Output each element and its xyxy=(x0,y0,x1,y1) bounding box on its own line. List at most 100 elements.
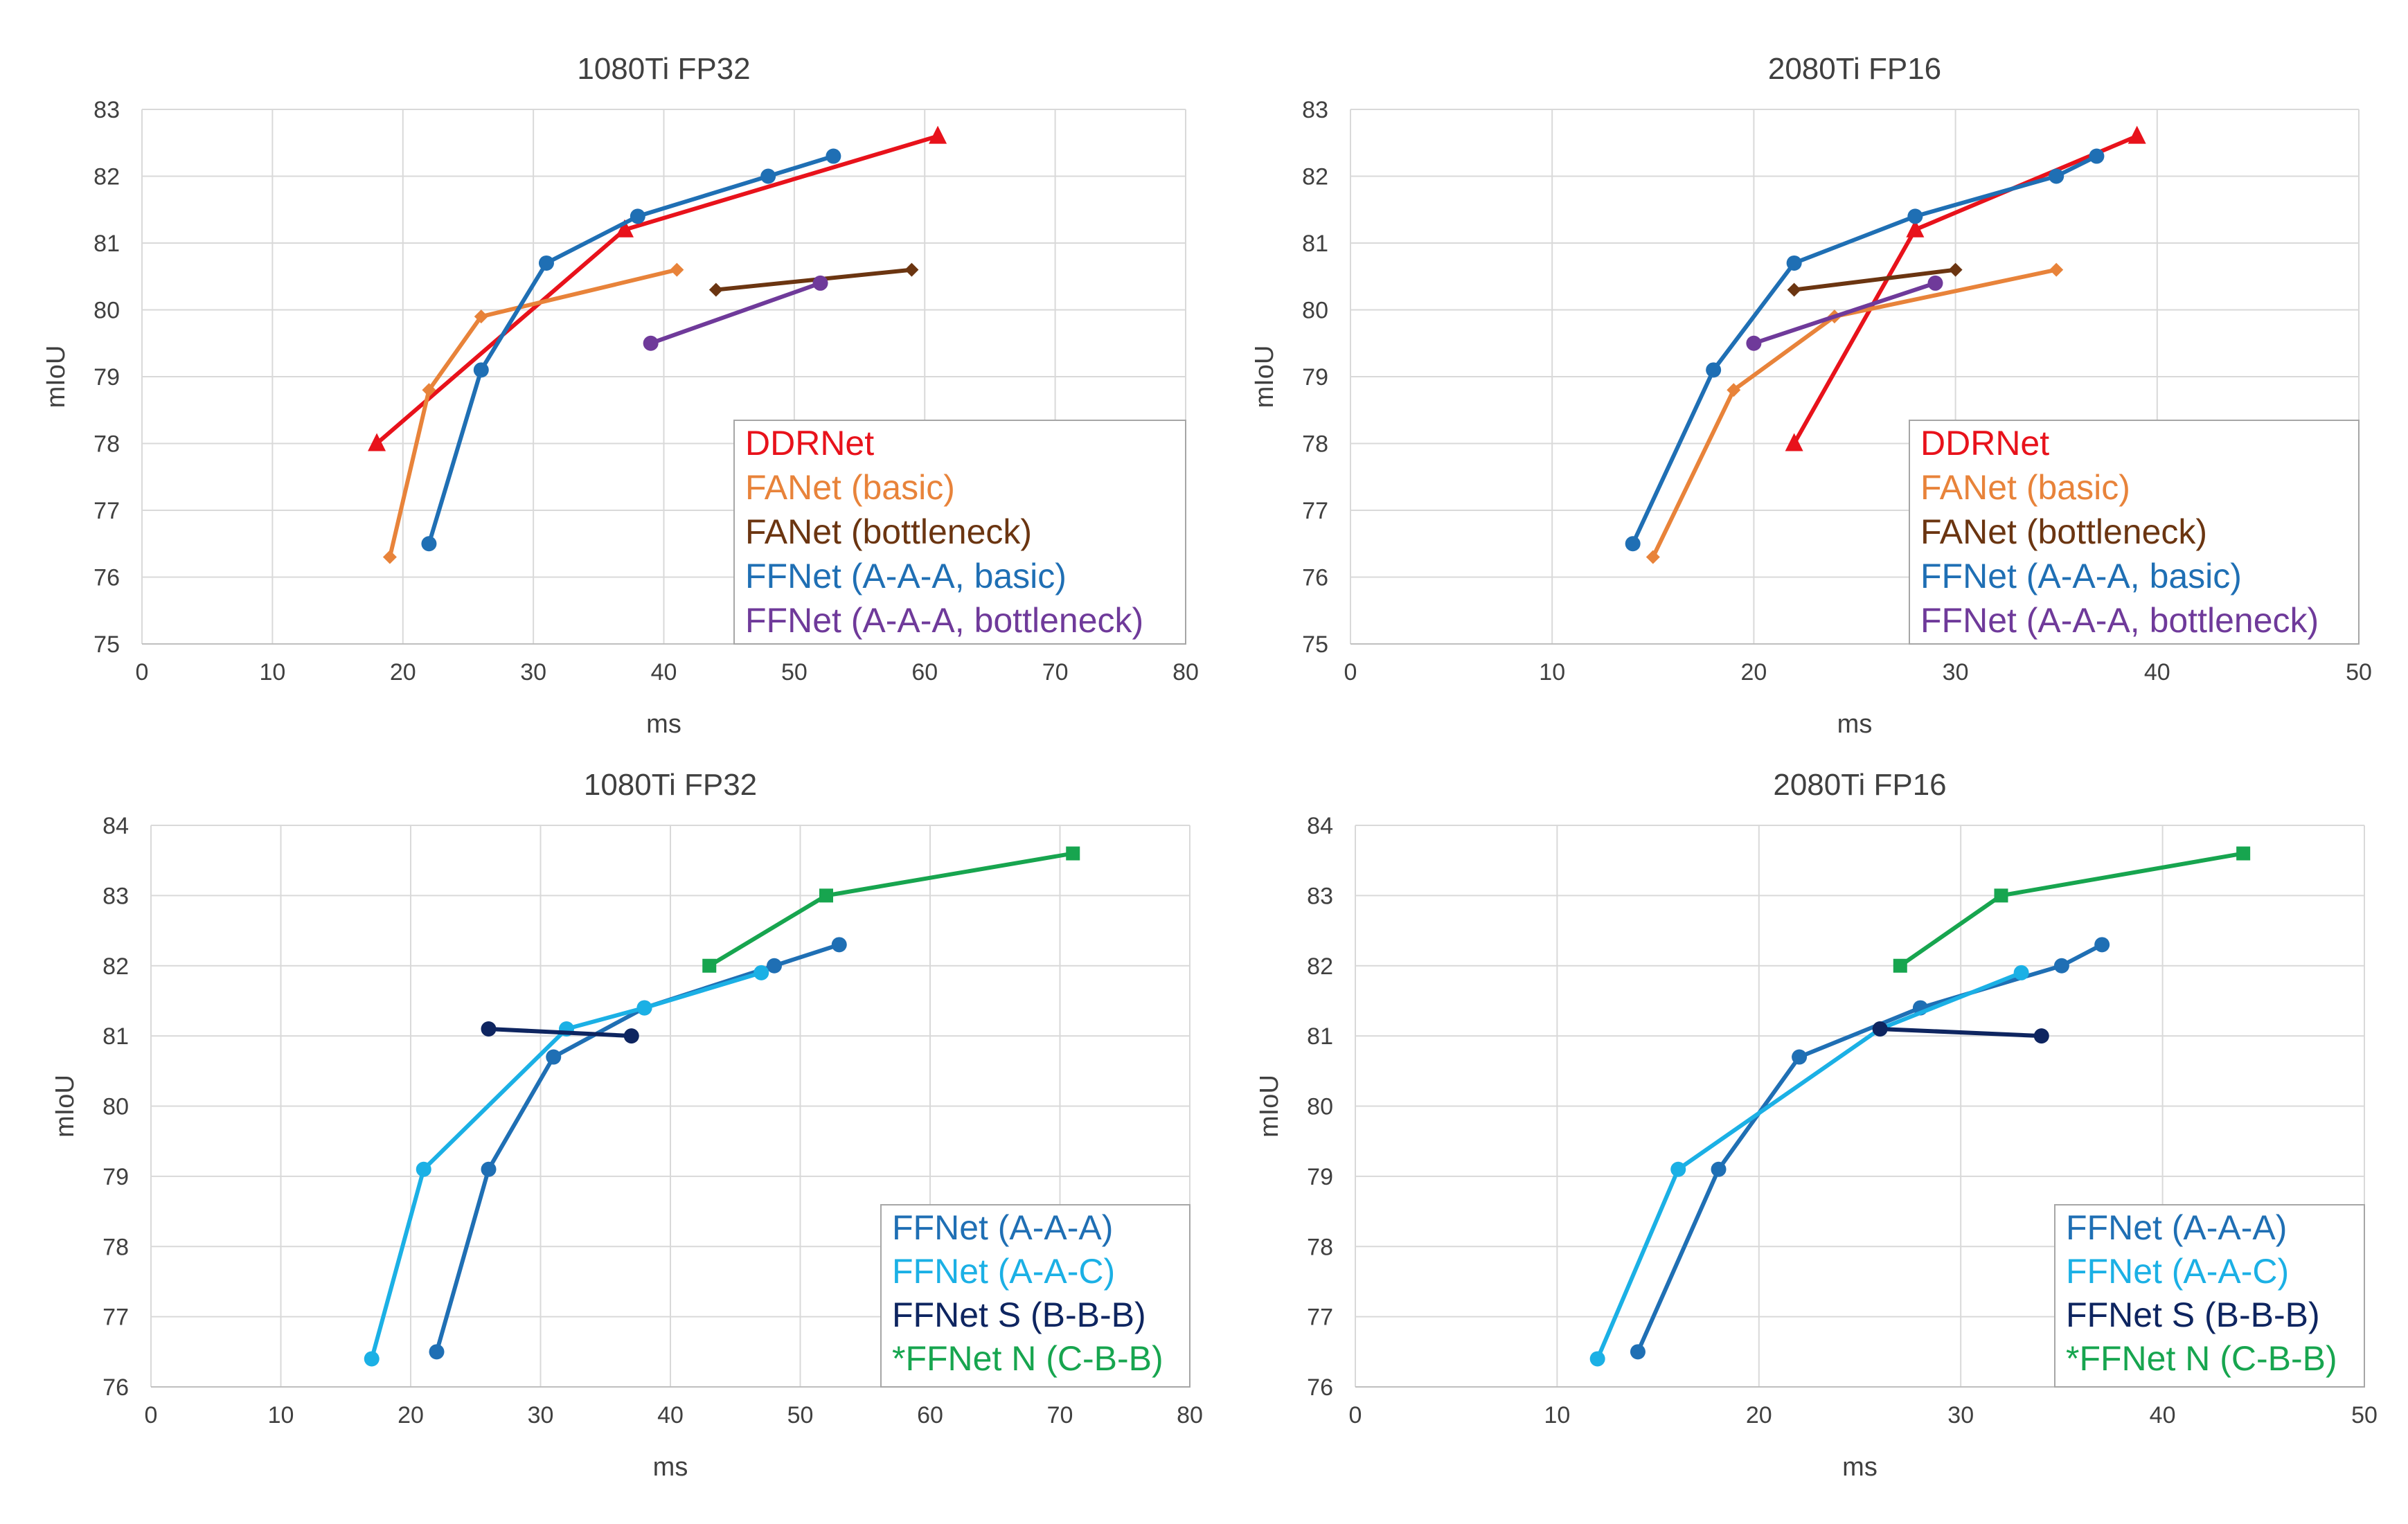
series-ffnet-s-b-b-b xyxy=(1872,1021,2049,1044)
y-tick-label: 81 xyxy=(1302,231,1328,257)
y-axis-label: mIoU xyxy=(51,1075,80,1138)
legend-entry: FANet (basic) xyxy=(745,468,955,507)
data-point xyxy=(2033,1028,2049,1044)
legend-entry: DDRNet xyxy=(745,424,874,463)
x-tick-label: 50 xyxy=(787,1402,814,1428)
y-tick-label: 80 xyxy=(93,298,120,324)
y-tick-label: 77 xyxy=(1307,1305,1333,1331)
y-tick-label: 77 xyxy=(1302,498,1328,524)
legend-entry: FFNet (A-A-A, bottleneck) xyxy=(745,601,1143,640)
legend-entry: FFNet (A-A-A, basic) xyxy=(1920,557,2242,595)
y-axis-label: mIoU xyxy=(1255,1075,1284,1138)
data-point xyxy=(1907,208,1923,224)
x-tick-label: 50 xyxy=(781,659,808,685)
x-tick-label: 20 xyxy=(1746,1402,1772,1428)
x-axis-label: ms xyxy=(646,710,681,739)
legend-entry: *FFNet N (C-B-B) xyxy=(2066,1339,2337,1378)
data-point xyxy=(1893,958,1907,973)
chart-title: 1080Ti FP32 xyxy=(577,52,750,86)
data-point xyxy=(364,1351,380,1367)
y-tick-label: 78 xyxy=(93,431,120,458)
data-point xyxy=(819,888,833,903)
y-tick-label: 78 xyxy=(1307,1234,1333,1260)
data-point xyxy=(429,1344,445,1360)
legend: DDRNet FANet (basic) FANet (bottleneck) FFN… xyxy=(733,420,1186,645)
chart-title: 2080Ti FP16 xyxy=(1768,52,1941,86)
series-ffnet-a-a-c xyxy=(364,965,769,1367)
legend-entry: DDRNet xyxy=(1920,424,2049,463)
y-tick-label: 83 xyxy=(102,883,129,909)
data-point xyxy=(1994,888,2008,903)
y-axis-label: mIoU xyxy=(42,346,71,409)
y-tick-label: 84 xyxy=(1307,813,1333,839)
y-axis-label: mIoU xyxy=(1250,346,1279,409)
series-ffnet-a-a-a-bottleneck xyxy=(1746,275,1943,351)
x-tick-label: 0 xyxy=(1349,1402,1362,1428)
data-point xyxy=(1948,262,1963,277)
series-ffnet-a-a-a-bottleneck xyxy=(643,275,828,351)
series-line xyxy=(1650,267,2059,559)
y-tick-label: 81 xyxy=(1307,1023,1333,1050)
legend-entry: FFNet (A-A-A) xyxy=(2066,1208,2287,1247)
series-fanet-basic xyxy=(382,262,684,564)
data-point xyxy=(1589,1351,1605,1367)
legend-box xyxy=(880,1204,1190,1388)
x-tick-label: 30 xyxy=(1943,659,1969,685)
series-line xyxy=(1792,267,1958,292)
data-point xyxy=(904,262,919,277)
series-fanet-bottleneck xyxy=(1787,262,1963,297)
legend: FFNet (A-A-A) FFNet (A-A-C) FFNet S (B-B-B… xyxy=(2054,1204,2365,1388)
x-tick-label: 0 xyxy=(145,1402,158,1428)
x-tick-label: 10 xyxy=(259,659,285,685)
series-line xyxy=(375,134,940,446)
x-tick-label: 60 xyxy=(917,1402,943,1428)
data-point xyxy=(474,310,488,324)
data-point xyxy=(538,255,554,271)
data-point xyxy=(1872,1021,1888,1037)
x-axis-label: ms xyxy=(1842,1453,1878,1482)
chart-panel-2: 0 10 20 30 40 50 75 76 77 78 79 80 81 82 83 2080Ti FP16… xyxy=(1250,52,2372,739)
y-tick-label: 77 xyxy=(102,1305,129,1331)
y-tick-label: 81 xyxy=(102,1023,129,1050)
data-point xyxy=(767,958,782,974)
y-tick-label: 79 xyxy=(1307,1164,1333,1190)
x-tick-label: 0 xyxy=(1344,659,1357,685)
x-tick-label: 70 xyxy=(1047,1402,1073,1428)
y-tick-label: 82 xyxy=(93,164,120,190)
legend-entry: FANet (bottleneck) xyxy=(745,512,1032,551)
data-point xyxy=(422,383,436,397)
x-tick-label: 80 xyxy=(1172,659,1199,685)
x-tick-label: 50 xyxy=(2351,1402,2378,1428)
legend-entry: FFNet S (B-B-B) xyxy=(892,1296,1146,1334)
series-line xyxy=(1751,280,1938,346)
y-tick-label: 77 xyxy=(93,498,120,524)
series-ddrnet xyxy=(1785,125,2146,451)
data-point xyxy=(1792,1049,1808,1065)
data-point xyxy=(1706,362,1722,378)
legend-box xyxy=(2054,1204,2365,1388)
legend-entry: FANet (bottleneck) xyxy=(1920,512,2207,551)
y-tick-label: 81 xyxy=(93,231,120,257)
data-point xyxy=(1625,536,1641,552)
series-line xyxy=(707,851,1076,968)
data-point xyxy=(636,1000,652,1016)
y-tick-label: 79 xyxy=(93,364,120,391)
y-tick-label: 76 xyxy=(1307,1374,1333,1401)
data-point xyxy=(760,168,776,184)
series-ffnet-n-c-b-b xyxy=(702,846,1080,973)
series-line xyxy=(1595,970,2024,1361)
y-tick-label: 78 xyxy=(1302,431,1328,458)
legend-box xyxy=(733,420,1186,645)
x-tick-label: 30 xyxy=(1947,1402,1974,1428)
data-point xyxy=(615,219,634,237)
legend-box xyxy=(1909,420,2360,645)
data-point xyxy=(1066,846,1080,861)
series-ffnet-a-a-a-basic xyxy=(1625,148,2105,552)
legend-entry: FFNet (A-A-C) xyxy=(892,1252,1115,1291)
x-tick-label: 20 xyxy=(390,659,416,685)
data-point xyxy=(929,125,947,144)
y-tick-label: 82 xyxy=(1307,953,1333,980)
chart-title: 1080Ti FP32 xyxy=(584,768,757,802)
x-tick-label: 20 xyxy=(398,1402,424,1428)
